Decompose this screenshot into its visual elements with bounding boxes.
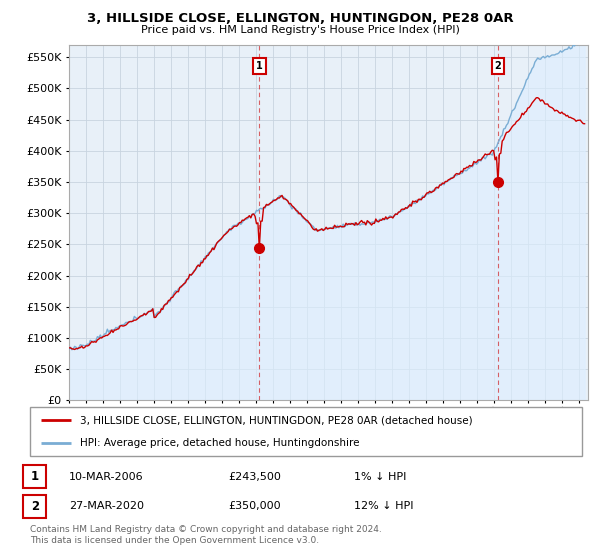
- Text: 12% ↓ HPI: 12% ↓ HPI: [354, 501, 413, 511]
- Text: 3, HILLSIDE CLOSE, ELLINGTON, HUNTINGDON, PE28 0AR (detached house): 3, HILLSIDE CLOSE, ELLINGTON, HUNTINGDON…: [80, 416, 472, 426]
- Text: 10-MAR-2006: 10-MAR-2006: [69, 472, 143, 482]
- Bar: [23, 495, 46, 517]
- Text: 27-MAR-2020: 27-MAR-2020: [69, 501, 144, 511]
- Text: 1: 1: [256, 61, 263, 71]
- Text: 1: 1: [31, 470, 39, 483]
- Text: Price paid vs. HM Land Registry's House Price Index (HPI): Price paid vs. HM Land Registry's House …: [140, 25, 460, 35]
- Text: HPI: Average price, detached house, Huntingdonshire: HPI: Average price, detached house, Hunt…: [80, 438, 359, 448]
- Text: 3, HILLSIDE CLOSE, ELLINGTON, HUNTINGDON, PE28 0AR: 3, HILLSIDE CLOSE, ELLINGTON, HUNTINGDON…: [86, 12, 514, 25]
- Text: £243,500: £243,500: [228, 472, 281, 482]
- Text: 2: 2: [31, 500, 39, 513]
- Text: £350,000: £350,000: [228, 501, 281, 511]
- Text: 1% ↓ HPI: 1% ↓ HPI: [354, 472, 406, 482]
- Text: Contains HM Land Registry data © Crown copyright and database right 2024.
This d: Contains HM Land Registry data © Crown c…: [30, 525, 382, 545]
- Bar: [23, 465, 46, 488]
- Text: 2: 2: [494, 61, 502, 71]
